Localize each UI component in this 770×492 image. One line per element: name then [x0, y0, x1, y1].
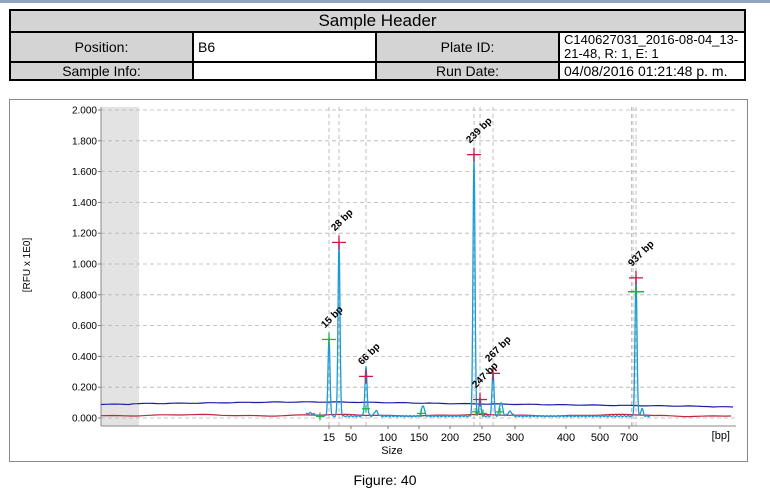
x-tick-labels: 15 50 100 150 200 250 300 400 500 700 [323, 426, 638, 444]
position-label: Position: [9, 31, 194, 63]
x-axis-unit: [bp] [712, 430, 730, 442]
electropherogram-panel: 0.000 0.200 0.400 0.600 0.800 1.000 1.200 1.400… [9, 99, 748, 462]
x-tick-label: 500 [591, 432, 609, 444]
x-tick-label: 300 [506, 432, 524, 444]
y-tick-label: 0.800 [72, 290, 97, 301]
x-axis-label: Size [381, 445, 402, 457]
y-tick-label: 1.800 [72, 136, 97, 147]
run-date-value: 04/08/2016 01:21:48 p. m. [558, 61, 746, 81]
y-tick-label: 1.600 [72, 167, 97, 178]
sample-info-value [192, 61, 377, 81]
window-top-bar [0, 0, 770, 3]
y-tick-label: 0.400 [72, 352, 97, 363]
plate-id-label: Plate ID: [375, 31, 560, 63]
x-tick-label: 50 [345, 432, 357, 444]
x-tick-label: 400 [557, 432, 575, 444]
peak-markers [316, 147, 644, 421]
x-tick-label: 100 [379, 432, 397, 444]
peak-label: 267 bp [483, 334, 513, 364]
y-axis-label: [RFU x 1E0] [22, 238, 33, 293]
figure-caption: Figure: 40 [353, 472, 417, 488]
peak-label: 239 bp [464, 116, 494, 146]
sample-header-title: Sample Header [9, 9, 746, 33]
signal-trace [305, 152, 651, 418]
x-tick-label: 200 [441, 432, 459, 444]
peak-label: 15 bp [319, 304, 345, 330]
y-tick-label: 0.000 [72, 414, 97, 425]
y-tick-label: 1.400 [72, 198, 97, 209]
y-tick-label: 1.200 [72, 229, 97, 240]
peak-label: 937 bp [626, 239, 656, 269]
y-tick-label: 2.000 [72, 106, 97, 117]
x-tick-label: 250 [473, 432, 491, 444]
y-tick-label: 1.000 [72, 260, 97, 271]
x-tick-label: 150 [410, 432, 428, 444]
peak-label: 28 bp [329, 207, 355, 233]
lower-marker-band [101, 107, 139, 426]
baseline-trace [100, 401, 734, 408]
plate-id-value: C140627031_2016-08-04_13-21-48, R: 1, E:… [558, 31, 746, 63]
sample-info-label: Sample Info: [9, 61, 194, 81]
position-value: B6 [192, 31, 377, 63]
y-tick-labels: 0.000 0.200 0.400 0.600 0.800 1.000 1.200 1.400… [72, 106, 97, 425]
sample-header-table: Sample Header Position: B6 Plate ID: C14… [9, 9, 746, 81]
peak-label: 66 bp [356, 341, 382, 367]
y-tick-label: 0.600 [72, 321, 97, 332]
run-date-label: Run Date: [375, 61, 560, 81]
electropherogram-chart: 0.000 0.200 0.400 0.600 0.800 1.000 1.200 1.400… [22, 106, 736, 457]
y-gridlines [98, 109, 736, 419]
peak-label: 247 bp [470, 360, 500, 390]
x-tick-label: 700 [620, 432, 638, 444]
y-tick-label: 0.200 [72, 383, 97, 394]
x-tick-label: 15 [323, 432, 335, 444]
